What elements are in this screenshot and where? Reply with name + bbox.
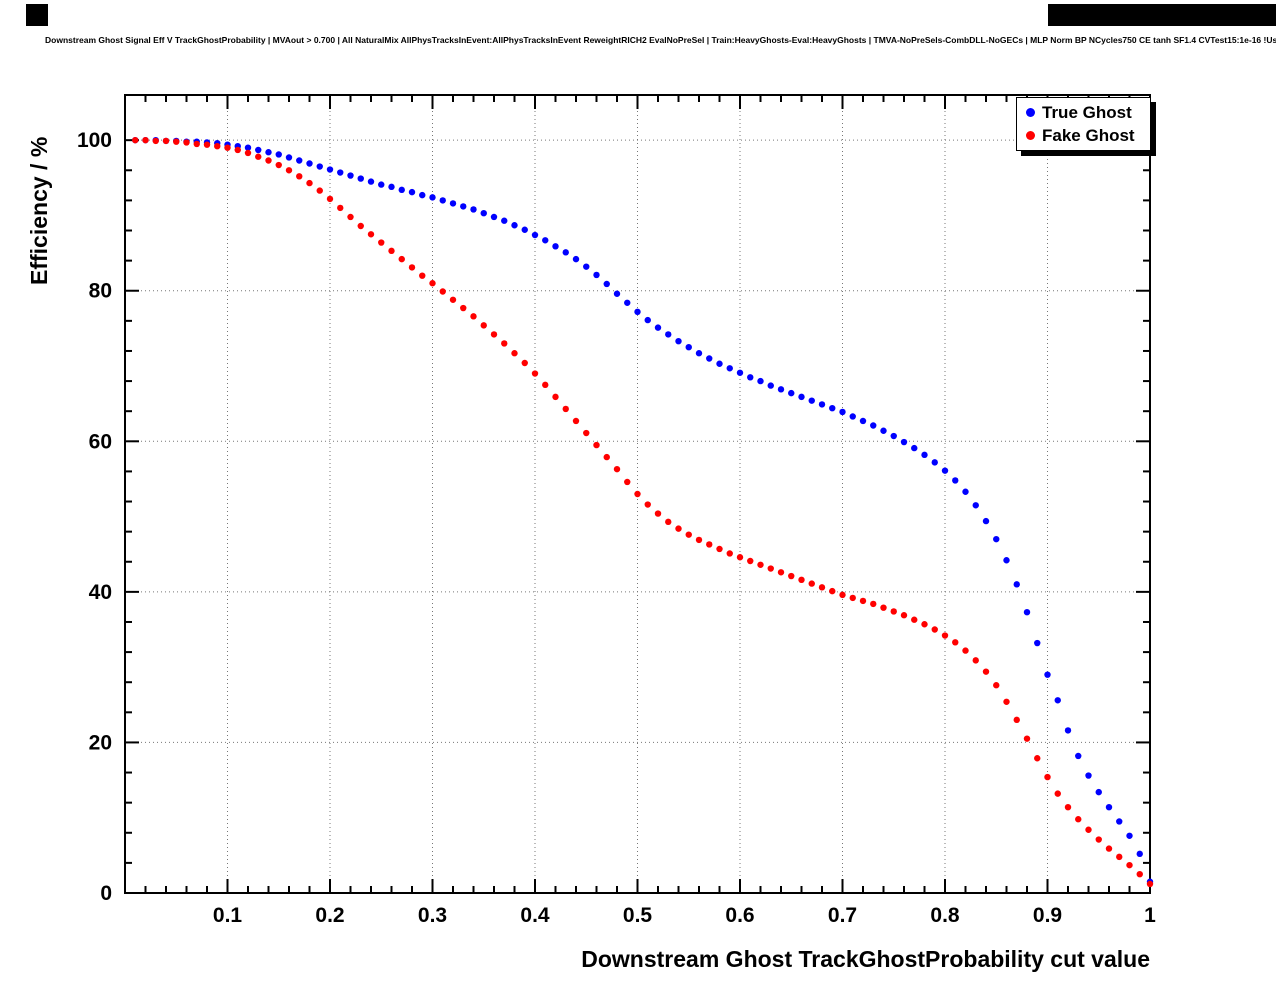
y-tick-labels: 0 20 40 60 80 100: [77, 129, 112, 905]
x-tick-labels: 0.1 0.2 0.3 0.4 0.5 0.6 0.7 0.8 0.9 1: [213, 904, 1156, 927]
svg-text:0.9: 0.9: [1033, 904, 1062, 927]
svg-text:80: 80: [89, 280, 112, 303]
svg-text:0.2: 0.2: [315, 904, 344, 927]
x-axis-title: Downstream Ghost TrackGhostProbability c…: [581, 946, 1150, 972]
plot-title: Downstream Ghost Signal Eff V TrackGhost…: [45, 35, 1276, 45]
legend-label: Fake Ghost: [1042, 126, 1135, 145]
legend: True Ghost Fake Ghost: [1016, 97, 1151, 151]
window-decoration-right: [1048, 4, 1276, 26]
legend-label: True Ghost: [1042, 103, 1132, 122]
fake-ghost-marker-icon: [1026, 131, 1035, 140]
svg-text:0: 0: [100, 882, 112, 905]
svg-text:0.7: 0.7: [828, 904, 857, 927]
grid-lines: [125, 95, 1150, 893]
y-axis-title: Efficiency / %: [26, 136, 52, 285]
svg-text:0.8: 0.8: [930, 904, 960, 927]
series-fake-ghost: [132, 136, 1154, 888]
svg-text:100: 100: [77, 129, 112, 152]
window-decoration-left: [26, 4, 48, 26]
axis-ticks: [124, 95, 1151, 894]
svg-text:0.4: 0.4: [520, 904, 550, 927]
true-ghost-marker-icon: [1026, 108, 1035, 117]
svg-text:60: 60: [89, 430, 112, 453]
legend-entry-true-ghost: True Ghost: [1017, 101, 1150, 124]
svg-text:0.1: 0.1: [213, 904, 243, 927]
svg-text:0.6: 0.6: [725, 904, 754, 927]
svg-text:0.5: 0.5: [623, 904, 653, 927]
series-true-ghost: [132, 136, 1154, 885]
svg-text:0.3: 0.3: [418, 904, 447, 927]
legend-entry-fake-ghost: Fake Ghost: [1017, 124, 1150, 147]
svg-text:40: 40: [89, 581, 112, 604]
svg-text:1: 1: [1144, 904, 1156, 927]
svg-text:20: 20: [89, 731, 112, 754]
